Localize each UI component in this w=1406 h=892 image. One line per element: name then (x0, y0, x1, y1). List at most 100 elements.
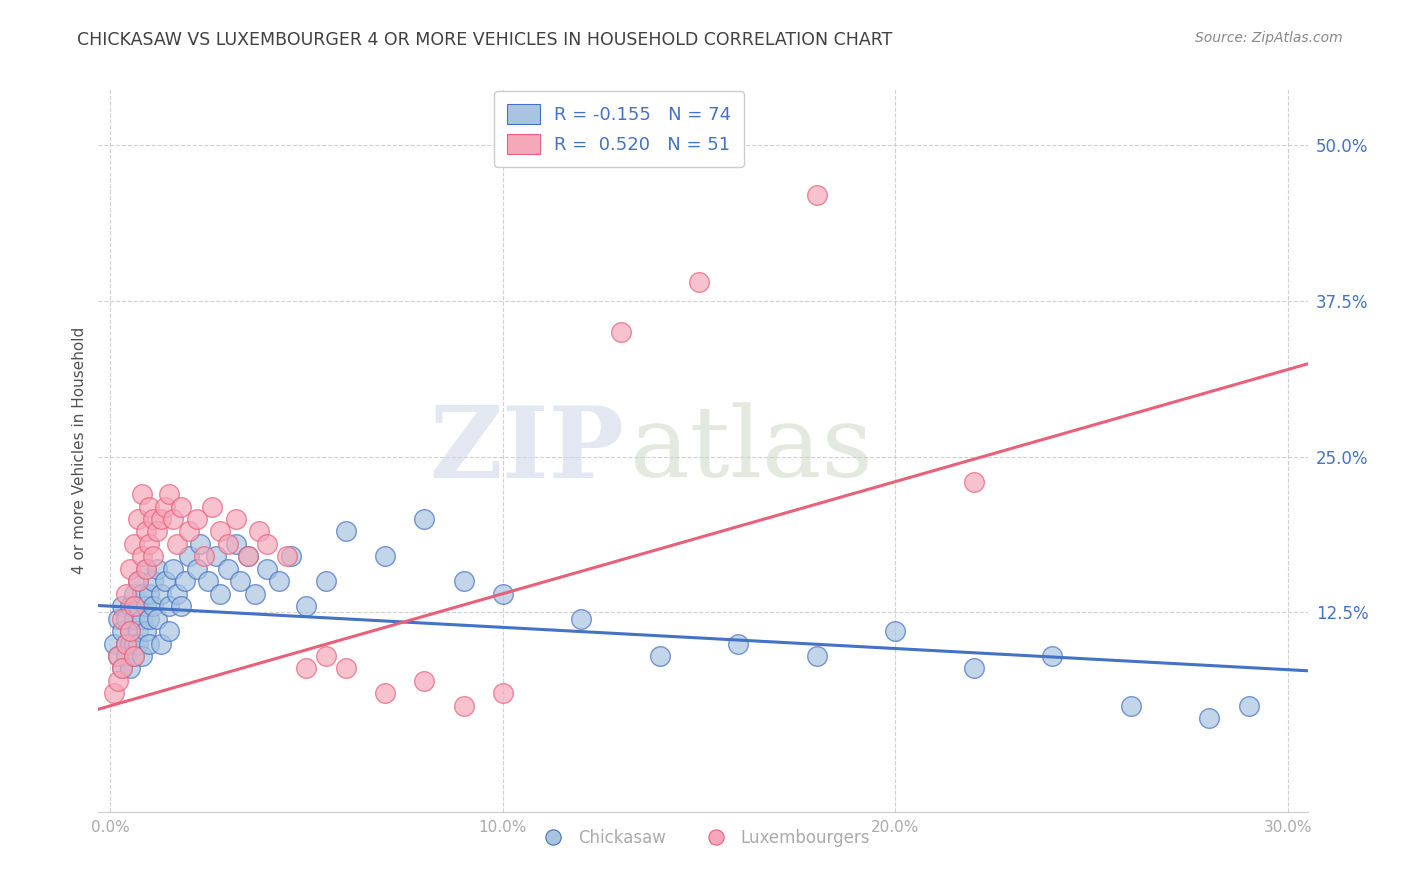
Point (131, 612, 153, 626)
Point (193, 549, 215, 564)
Point (142, 599, 165, 614)
Point (118, 661, 141, 675)
Point (217, 537, 239, 551)
Point (111, 599, 134, 614)
Text: Source: ZipAtlas.com: Source: ZipAtlas.com (1195, 31, 1343, 45)
Point (127, 574, 149, 589)
Point (111, 661, 134, 675)
Point (492, 587, 515, 601)
Point (217, 562, 239, 576)
Point (177, 549, 200, 564)
Point (111, 612, 134, 626)
Point (335, 524, 357, 539)
Point (197, 574, 219, 589)
Point (142, 574, 165, 589)
Point (315, 648, 337, 663)
Point (122, 648, 145, 663)
Point (335, 661, 357, 675)
Point (276, 549, 298, 564)
Point (135, 524, 157, 539)
Point (122, 599, 145, 614)
Point (122, 537, 145, 551)
Point (963, 661, 986, 675)
Point (138, 636, 160, 650)
Point (267, 574, 290, 589)
Point (131, 648, 153, 663)
Point (225, 512, 247, 526)
Point (138, 587, 160, 601)
Point (127, 599, 149, 614)
Point (806, 188, 828, 202)
Point (122, 612, 145, 626)
Point (453, 698, 475, 713)
Point (166, 537, 188, 551)
Point (186, 562, 208, 576)
Point (492, 686, 515, 700)
Point (131, 549, 153, 564)
Point (295, 599, 318, 614)
Point (150, 636, 173, 650)
Point (806, 648, 828, 663)
Point (103, 686, 125, 700)
Point (115, 612, 138, 626)
Point (256, 562, 278, 576)
Point (107, 648, 129, 663)
Point (205, 549, 228, 564)
Point (170, 500, 193, 514)
Point (138, 612, 160, 626)
Point (209, 587, 232, 601)
Point (170, 599, 193, 614)
Point (146, 524, 169, 539)
Point (118, 624, 141, 639)
Point (107, 612, 129, 626)
Point (150, 587, 173, 601)
Text: ZIP: ZIP (429, 402, 624, 499)
Point (115, 648, 138, 663)
Point (201, 500, 224, 514)
Point (162, 562, 184, 576)
Point (884, 624, 907, 639)
Point (115, 636, 138, 650)
Point (236, 549, 259, 564)
Point (127, 512, 149, 526)
Point (963, 475, 986, 489)
Point (190, 537, 212, 551)
Point (236, 549, 259, 564)
Point (1119, 698, 1142, 713)
Point (135, 624, 157, 639)
Point (115, 587, 138, 601)
Point (225, 537, 247, 551)
Point (157, 624, 180, 639)
Point (122, 587, 145, 601)
Point (247, 524, 270, 539)
Point (138, 537, 160, 551)
Point (107, 648, 129, 663)
Point (177, 524, 200, 539)
Point (107, 673, 129, 688)
Point (135, 562, 157, 576)
Point (127, 636, 149, 650)
Point (150, 512, 173, 526)
Point (142, 549, 165, 564)
Point (153, 574, 176, 589)
Point (162, 512, 184, 526)
Point (118, 599, 141, 614)
Point (103, 636, 125, 650)
Point (280, 549, 302, 564)
Text: atlas: atlas (630, 402, 873, 499)
Point (727, 636, 749, 650)
Point (111, 661, 134, 675)
Point (295, 661, 318, 675)
Point (1042, 648, 1064, 663)
Point (256, 537, 278, 551)
Point (569, 612, 592, 626)
Point (146, 562, 169, 576)
Point (127, 624, 149, 639)
Point (1198, 711, 1220, 725)
Point (1237, 698, 1260, 713)
Point (374, 549, 396, 564)
Point (186, 512, 208, 526)
Point (111, 624, 134, 639)
Point (146, 612, 169, 626)
Point (157, 487, 180, 501)
